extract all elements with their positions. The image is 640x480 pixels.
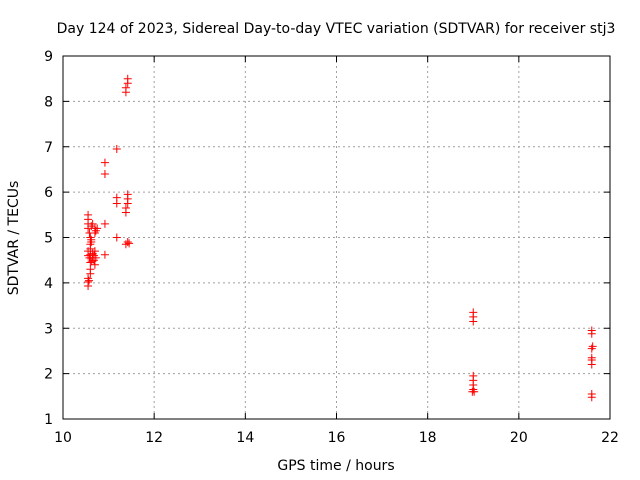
data-point-plus-marker [86,233,95,242]
y-tick-label: 4 [44,276,53,292]
x-tick-label: 10 [54,430,72,446]
x-axis-label: GPS time / hours [277,458,394,474]
data-point-plus-marker [587,393,596,402]
data-point-plus-marker [84,210,93,219]
data-point-plus-marker [121,83,130,92]
x-tick-label: 20 [510,430,528,446]
data-point-plus-marker [112,199,121,208]
data-point-plus-marker [100,169,109,178]
y-tick-label: 6 [44,185,53,201]
data-point-plus-marker [93,224,102,233]
data-point-plus-marker [87,235,96,244]
data-point-plus-marker [90,247,99,256]
points-layer [84,74,597,402]
y-tick-label: 9 [44,49,53,65]
data-point-plus-marker [112,145,121,154]
data-point-plus-marker [125,239,134,248]
data-point-plus-marker [587,360,596,369]
data-point-plus-marker [91,253,100,262]
data-point-plus-marker [84,247,93,256]
data-point-plus-marker [469,371,478,380]
data-point-plus-marker [123,190,132,199]
data-point-plus-marker [84,274,93,283]
data-point-plus-marker [84,276,93,285]
x-tick-label: 16 [328,430,346,446]
data-point-plus-marker [86,250,95,259]
data-point-plus-marker [86,258,95,267]
data-point-plus-marker [112,233,121,242]
data-point-plus-marker [470,387,479,396]
chart-title: Day 124 of 2023, Sidereal Day-to-day VTE… [57,21,616,37]
x-tick-label: 22 [601,430,619,446]
data-point-plus-marker [588,342,597,351]
data-point-plus-marker [123,74,132,83]
x-tick-label: 12 [145,430,163,446]
data-point-plus-marker [88,219,97,228]
data-point-plus-marker [87,257,96,266]
y-tick-label: 7 [44,140,53,156]
y-tick-label: 3 [44,321,53,337]
data-point-plus-marker [89,251,98,260]
y-axis-label: SDTVAR / TECUs [6,181,22,296]
data-point-plus-marker [100,219,109,228]
data-point-plus-marker [100,158,109,167]
y-tick-label: 5 [44,231,53,247]
data-point-plus-marker [121,204,130,213]
data-point-plus-marker [86,265,95,274]
data-point-plus-marker [469,308,478,317]
data-point-plus-marker [90,260,99,269]
data-point-plus-marker [100,250,109,259]
grid-layer [63,56,610,419]
y-tick-label: 1 [44,412,53,428]
x-tick-label: 14 [236,430,254,446]
y-tick-label: 2 [44,367,53,383]
x-tick-label: 18 [419,430,437,446]
data-point-plus-marker [91,226,100,235]
y-tick-label: 8 [44,94,53,110]
data-point-plus-marker [123,238,132,247]
data-point-plus-marker [587,344,596,353]
data-point-plus-marker [86,240,95,249]
data-point-plus-marker [587,326,596,335]
